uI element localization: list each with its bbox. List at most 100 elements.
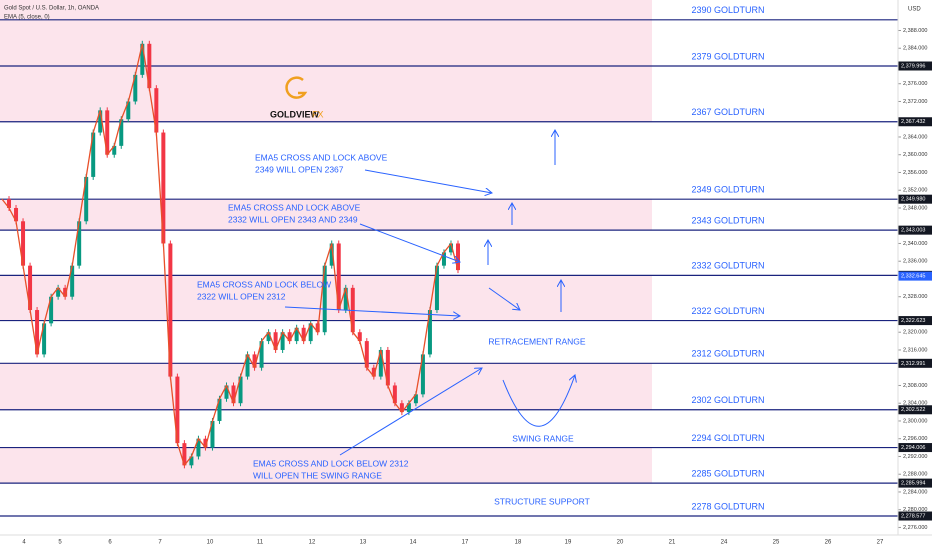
level-label: 2322 GOLDTURN	[691, 306, 764, 316]
candle	[266, 332, 271, 342]
y-tick-label: 2,352.000	[903, 188, 927, 194]
x-tick-label: 18	[515, 540, 522, 546]
zone-band	[0, 363, 652, 410]
x-tick-label: 5	[58, 540, 62, 546]
candle	[399, 403, 404, 413]
candle	[77, 221, 82, 266]
annotation: 2349 WILL OPEN 2367	[255, 164, 344, 174]
candle	[427, 310, 432, 355]
y-tick-label: 2,284.000	[903, 489, 927, 495]
price-box	[898, 225, 932, 235]
x-tick-label: 13	[360, 540, 367, 546]
annotation: 2332 WILL OPEN 2343 AND 2349	[228, 214, 358, 224]
candle	[203, 438, 208, 448]
candle	[161, 132, 166, 244]
candle	[329, 243, 334, 266]
y-tick-label: 2,376.000	[903, 81, 927, 87]
x-tick-label: 17	[462, 540, 469, 546]
candle	[406, 403, 411, 413]
annotation: WILL OPEN THE SWING RANGE	[253, 470, 382, 480]
price-box-label: 2,349.980	[901, 197, 925, 203]
logo-suffix: FX	[312, 109, 324, 119]
zone-band	[0, 199, 652, 231]
x-tick-label: 11	[257, 540, 264, 546]
y-tick-label: 2,300.000	[903, 418, 927, 424]
y-tick-label: 2,364.000	[903, 134, 927, 140]
candle	[273, 332, 278, 350]
price-box	[898, 405, 932, 415]
y-tick-label: 2,356.000	[903, 170, 927, 176]
zone-label: SWING RANGE	[512, 433, 574, 443]
x-tick-label: 21	[669, 540, 676, 546]
logo-icon	[285, 76, 308, 99]
x-tick-label: 14	[410, 540, 417, 546]
candle	[441, 252, 446, 266]
y-tick-label: 2,348.000	[903, 205, 927, 211]
y-tick-label: 2,328.000	[903, 294, 927, 300]
annotation: 2322 WILL OPEN 2312	[197, 291, 286, 301]
y-tick-label: 2,304.000	[903, 401, 927, 407]
currency: USD	[908, 7, 921, 13]
level-label: 2278 GOLDTURN	[691, 501, 764, 511]
candle	[294, 327, 299, 342]
level-label: 2294 GOLDTURN	[691, 433, 764, 443]
price-box	[898, 61, 932, 71]
price-box-label: 2,367.432	[901, 119, 925, 125]
candle	[231, 385, 236, 404]
candle	[189, 456, 194, 466]
candle	[392, 385, 397, 404]
y-tick-label: 2,288.000	[903, 472, 927, 478]
y-tick-label: 2,296.000	[903, 436, 927, 442]
candle	[385, 349, 390, 386]
candle	[14, 207, 19, 222]
candle	[336, 243, 341, 311]
price-box	[898, 358, 932, 368]
x-tick-label: 19	[565, 540, 572, 546]
x-tick-label: 12	[309, 540, 316, 546]
candle	[140, 43, 145, 75]
zone-label: STRUCTURE SUPPORT	[494, 496, 590, 506]
logo: GOLDVIEW FX	[270, 76, 324, 119]
level-label: 2343 GOLDTURN	[691, 216, 764, 226]
candle	[238, 376, 243, 404]
candle	[448, 243, 453, 253]
y-tick-label: 2,320.000	[903, 330, 927, 336]
y-tick-label: 2,308.000	[903, 383, 927, 389]
candle	[154, 88, 159, 133]
candle	[259, 341, 264, 368]
candle	[175, 376, 180, 444]
last-price-label: 2,332.645	[901, 274, 925, 280]
last-price-box	[898, 271, 932, 281]
price-box-label: 2,302.522	[901, 407, 925, 413]
annotation: EMA5 CROSS AND LOCK BELOW 2312	[253, 458, 409, 468]
y-tick-label: 2,336.000	[903, 259, 927, 265]
y-tick-label: 2,292.000	[903, 454, 927, 460]
candle	[119, 119, 124, 146]
candle	[420, 354, 425, 395]
candle	[105, 110, 110, 155]
candle	[364, 341, 369, 368]
x-tick-label: 24	[721, 540, 728, 546]
candle	[35, 310, 40, 355]
candle	[280, 332, 285, 350]
candle	[147, 43, 152, 89]
candle	[322, 265, 327, 333]
x-tick-label: 27	[877, 540, 884, 546]
candle	[413, 394, 418, 404]
price-box	[898, 316, 932, 326]
candle	[133, 74, 138, 102]
candle	[126, 101, 131, 120]
level-label: 2349 GOLDTURN	[691, 185, 764, 195]
zone-band	[0, 0, 652, 66]
candle	[28, 265, 33, 311]
candle	[210, 420, 215, 448]
candle	[245, 354, 250, 377]
candle	[98, 110, 103, 133]
candle	[70, 265, 75, 297]
price-box-label: 2,312.991	[901, 361, 925, 367]
zone-label: RETRACEMENT RANGE	[488, 336, 585, 346]
price-box-label: 2,379.996	[901, 63, 925, 69]
candle	[49, 296, 54, 324]
candle	[378, 349, 383, 377]
annotation: EMA5 CROSS AND LOCK BELOW	[197, 279, 331, 289]
